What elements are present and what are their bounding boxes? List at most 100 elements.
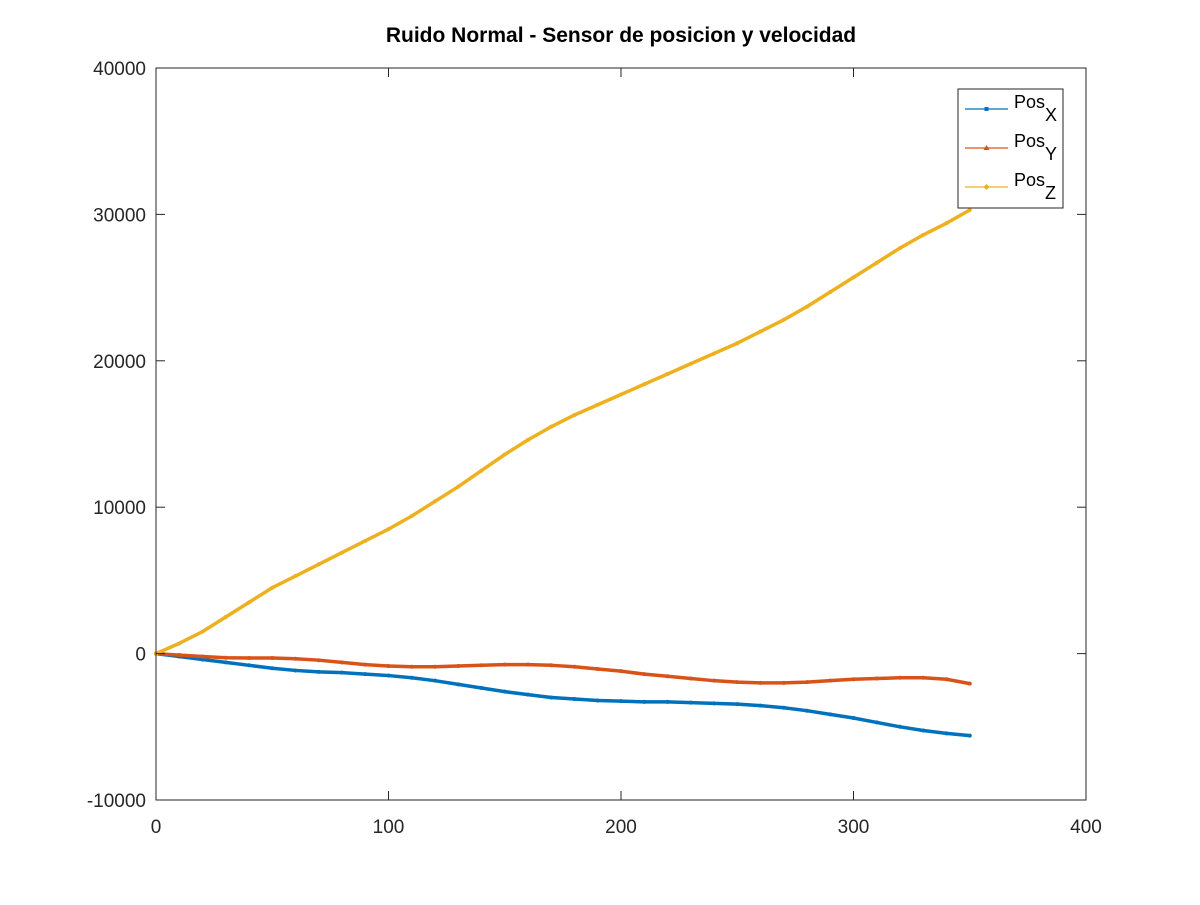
legend-label: PosY (1014, 131, 1057, 164)
data-point (758, 703, 763, 708)
data-point (340, 670, 344, 675)
data-point (223, 660, 228, 665)
series-layer (154, 208, 972, 738)
plot-background (156, 68, 1086, 800)
data-point (595, 698, 600, 703)
data-point (572, 664, 577, 669)
data-point (247, 663, 251, 668)
data-point (688, 700, 693, 705)
data-point (456, 484, 461, 489)
data-point (479, 686, 484, 690)
data-point (781, 680, 786, 685)
data-point (665, 699, 670, 704)
data-point (386, 673, 391, 678)
data-point (549, 663, 554, 668)
data-point (688, 676, 693, 681)
data-point (456, 682, 461, 687)
data-point (851, 716, 856, 721)
x-tick-label: 400 (1070, 817, 1102, 838)
data-point (526, 692, 530, 697)
y-tick-label: 30000 (93, 205, 146, 226)
plot-area (156, 68, 1086, 800)
data-point (758, 680, 763, 685)
y-tick-label: -10000 (87, 791, 146, 812)
data-point (688, 361, 693, 366)
data-point (270, 585, 275, 590)
y-tick-label: 10000 (93, 498, 146, 519)
data-point (619, 699, 623, 704)
data-point (526, 437, 530, 442)
data-point (293, 574, 298, 579)
data-point (223, 615, 228, 619)
data-point (595, 402, 600, 407)
data-point (363, 672, 368, 677)
data-point (642, 382, 647, 387)
y-tick-label: 20000 (93, 352, 146, 373)
legend-marker (983, 184, 990, 190)
x-tick-label: 100 (373, 817, 405, 838)
data-point (526, 662, 530, 667)
data-point (898, 675, 902, 680)
data-point (665, 674, 670, 679)
data-point (433, 499, 437, 504)
data-point (735, 680, 740, 685)
data-point (316, 562, 321, 567)
data-point (758, 329, 763, 334)
data-point (735, 702, 740, 707)
legend-label-base: Pos (1014, 170, 1045, 190)
legend-marker (984, 107, 989, 111)
data-point (944, 221, 949, 226)
data-point (200, 654, 205, 659)
data-point (247, 655, 251, 660)
legend-entry-y: PosY (965, 131, 1057, 164)
legend-label: PosX (1014, 92, 1057, 125)
series-line-x (154, 651, 972, 738)
legend-label-subscript: X (1045, 105, 1057, 125)
data-point (363, 538, 368, 543)
data-point (572, 696, 577, 701)
data-point (549, 695, 554, 700)
data-point (386, 664, 391, 669)
data-point (619, 669, 623, 674)
data-point (549, 424, 554, 429)
data-point (712, 351, 716, 356)
series-x (154, 651, 972, 738)
data-point (433, 664, 437, 669)
data-point (502, 689, 507, 694)
data-point (735, 341, 740, 346)
data-point (293, 656, 298, 661)
data-point (502, 662, 507, 667)
data-point (386, 527, 391, 532)
data-point (340, 550, 344, 555)
data-point (851, 275, 856, 280)
data-point (898, 246, 902, 251)
data-point (316, 658, 321, 663)
data-point (479, 468, 484, 473)
legend-entry-x: PosX (965, 92, 1057, 125)
data-point (433, 678, 437, 683)
data-point (293, 668, 298, 673)
data-point (921, 675, 926, 680)
data-point (363, 662, 368, 667)
data-point (944, 731, 949, 736)
data-point (409, 513, 414, 518)
legend-label-base: Pos (1014, 92, 1045, 112)
data-point (828, 712, 833, 717)
series-y (154, 651, 972, 686)
data-point (874, 260, 879, 265)
data-point (177, 653, 182, 658)
data-point (967, 208, 972, 213)
data-point (665, 371, 670, 376)
data-point (642, 672, 647, 677)
data-point (200, 629, 205, 634)
data-point (409, 664, 414, 669)
data-point (967, 681, 972, 686)
data-point (177, 641, 182, 646)
data-point (898, 724, 902, 729)
data-point (409, 675, 414, 680)
data-point (247, 600, 251, 605)
legend-marker (983, 145, 990, 150)
legend-entry-z: PosZ (965, 170, 1056, 203)
data-point (805, 680, 809, 685)
